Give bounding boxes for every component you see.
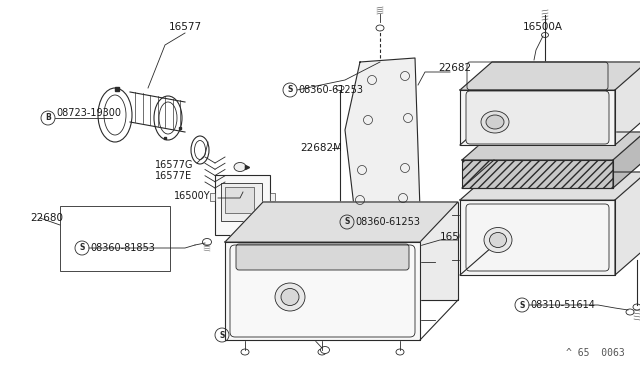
Text: 16546: 16546: [593, 213, 626, 223]
Text: 08360-81853: 08360-81853: [90, 243, 155, 253]
Polygon shape: [460, 90, 615, 145]
Text: S: S: [287, 86, 292, 94]
Ellipse shape: [336, 225, 344, 231]
Text: S: S: [519, 301, 525, 310]
Text: 08360-61253: 08360-61253: [355, 217, 420, 227]
Bar: [210, 193, 215, 201]
Polygon shape: [460, 62, 640, 90]
Polygon shape: [225, 202, 458, 242]
Ellipse shape: [318, 349, 326, 355]
Text: S: S: [344, 218, 349, 227]
Ellipse shape: [626, 309, 634, 315]
Ellipse shape: [336, 86, 344, 90]
FancyBboxPatch shape: [236, 244, 409, 270]
Text: ^ 65  0063: ^ 65 0063: [566, 348, 625, 358]
Ellipse shape: [490, 232, 506, 247]
Text: S: S: [220, 330, 225, 340]
Polygon shape: [225, 242, 420, 340]
Polygon shape: [613, 132, 640, 188]
Text: 16577G: 16577G: [155, 160, 193, 170]
Polygon shape: [462, 132, 640, 160]
Bar: [215, 175, 270, 235]
Ellipse shape: [396, 349, 404, 355]
Ellipse shape: [484, 228, 512, 253]
Bar: [270, 193, 275, 201]
Bar: [221, 183, 262, 221]
Ellipse shape: [281, 289, 299, 305]
Text: 22680: 22680: [30, 213, 63, 223]
FancyBboxPatch shape: [466, 91, 609, 144]
Text: 22682M: 22682M: [300, 143, 342, 153]
Text: S: S: [79, 244, 84, 253]
Text: B: B: [45, 113, 51, 122]
Ellipse shape: [234, 163, 246, 171]
Text: 08310-51614: 08310-51614: [530, 300, 595, 310]
Polygon shape: [615, 62, 640, 145]
Ellipse shape: [376, 245, 384, 251]
Text: 16500Y: 16500Y: [174, 191, 211, 201]
Polygon shape: [460, 200, 615, 275]
Text: 08360-61253: 08360-61253: [298, 85, 363, 95]
Ellipse shape: [202, 238, 211, 246]
Polygon shape: [345, 58, 420, 215]
Ellipse shape: [376, 25, 384, 31]
Bar: [462, 160, 613, 188]
Ellipse shape: [321, 346, 330, 353]
Polygon shape: [263, 202, 458, 300]
Polygon shape: [460, 172, 640, 200]
Text: 16500: 16500: [440, 232, 473, 242]
Ellipse shape: [486, 115, 504, 129]
Ellipse shape: [481, 111, 509, 133]
Polygon shape: [615, 172, 640, 275]
Ellipse shape: [541, 32, 548, 38]
Bar: [225, 187, 254, 213]
Text: 16577: 16577: [168, 22, 202, 32]
Ellipse shape: [275, 283, 305, 311]
Text: 16500A: 16500A: [523, 22, 563, 32]
Ellipse shape: [633, 304, 640, 310]
Text: 08723-19300: 08723-19300: [56, 108, 121, 118]
Text: 08363-63038: 08363-63038: [230, 330, 295, 340]
Ellipse shape: [241, 349, 249, 355]
Text: 16577E: 16577E: [155, 171, 192, 181]
Text: 22682: 22682: [438, 63, 471, 73]
